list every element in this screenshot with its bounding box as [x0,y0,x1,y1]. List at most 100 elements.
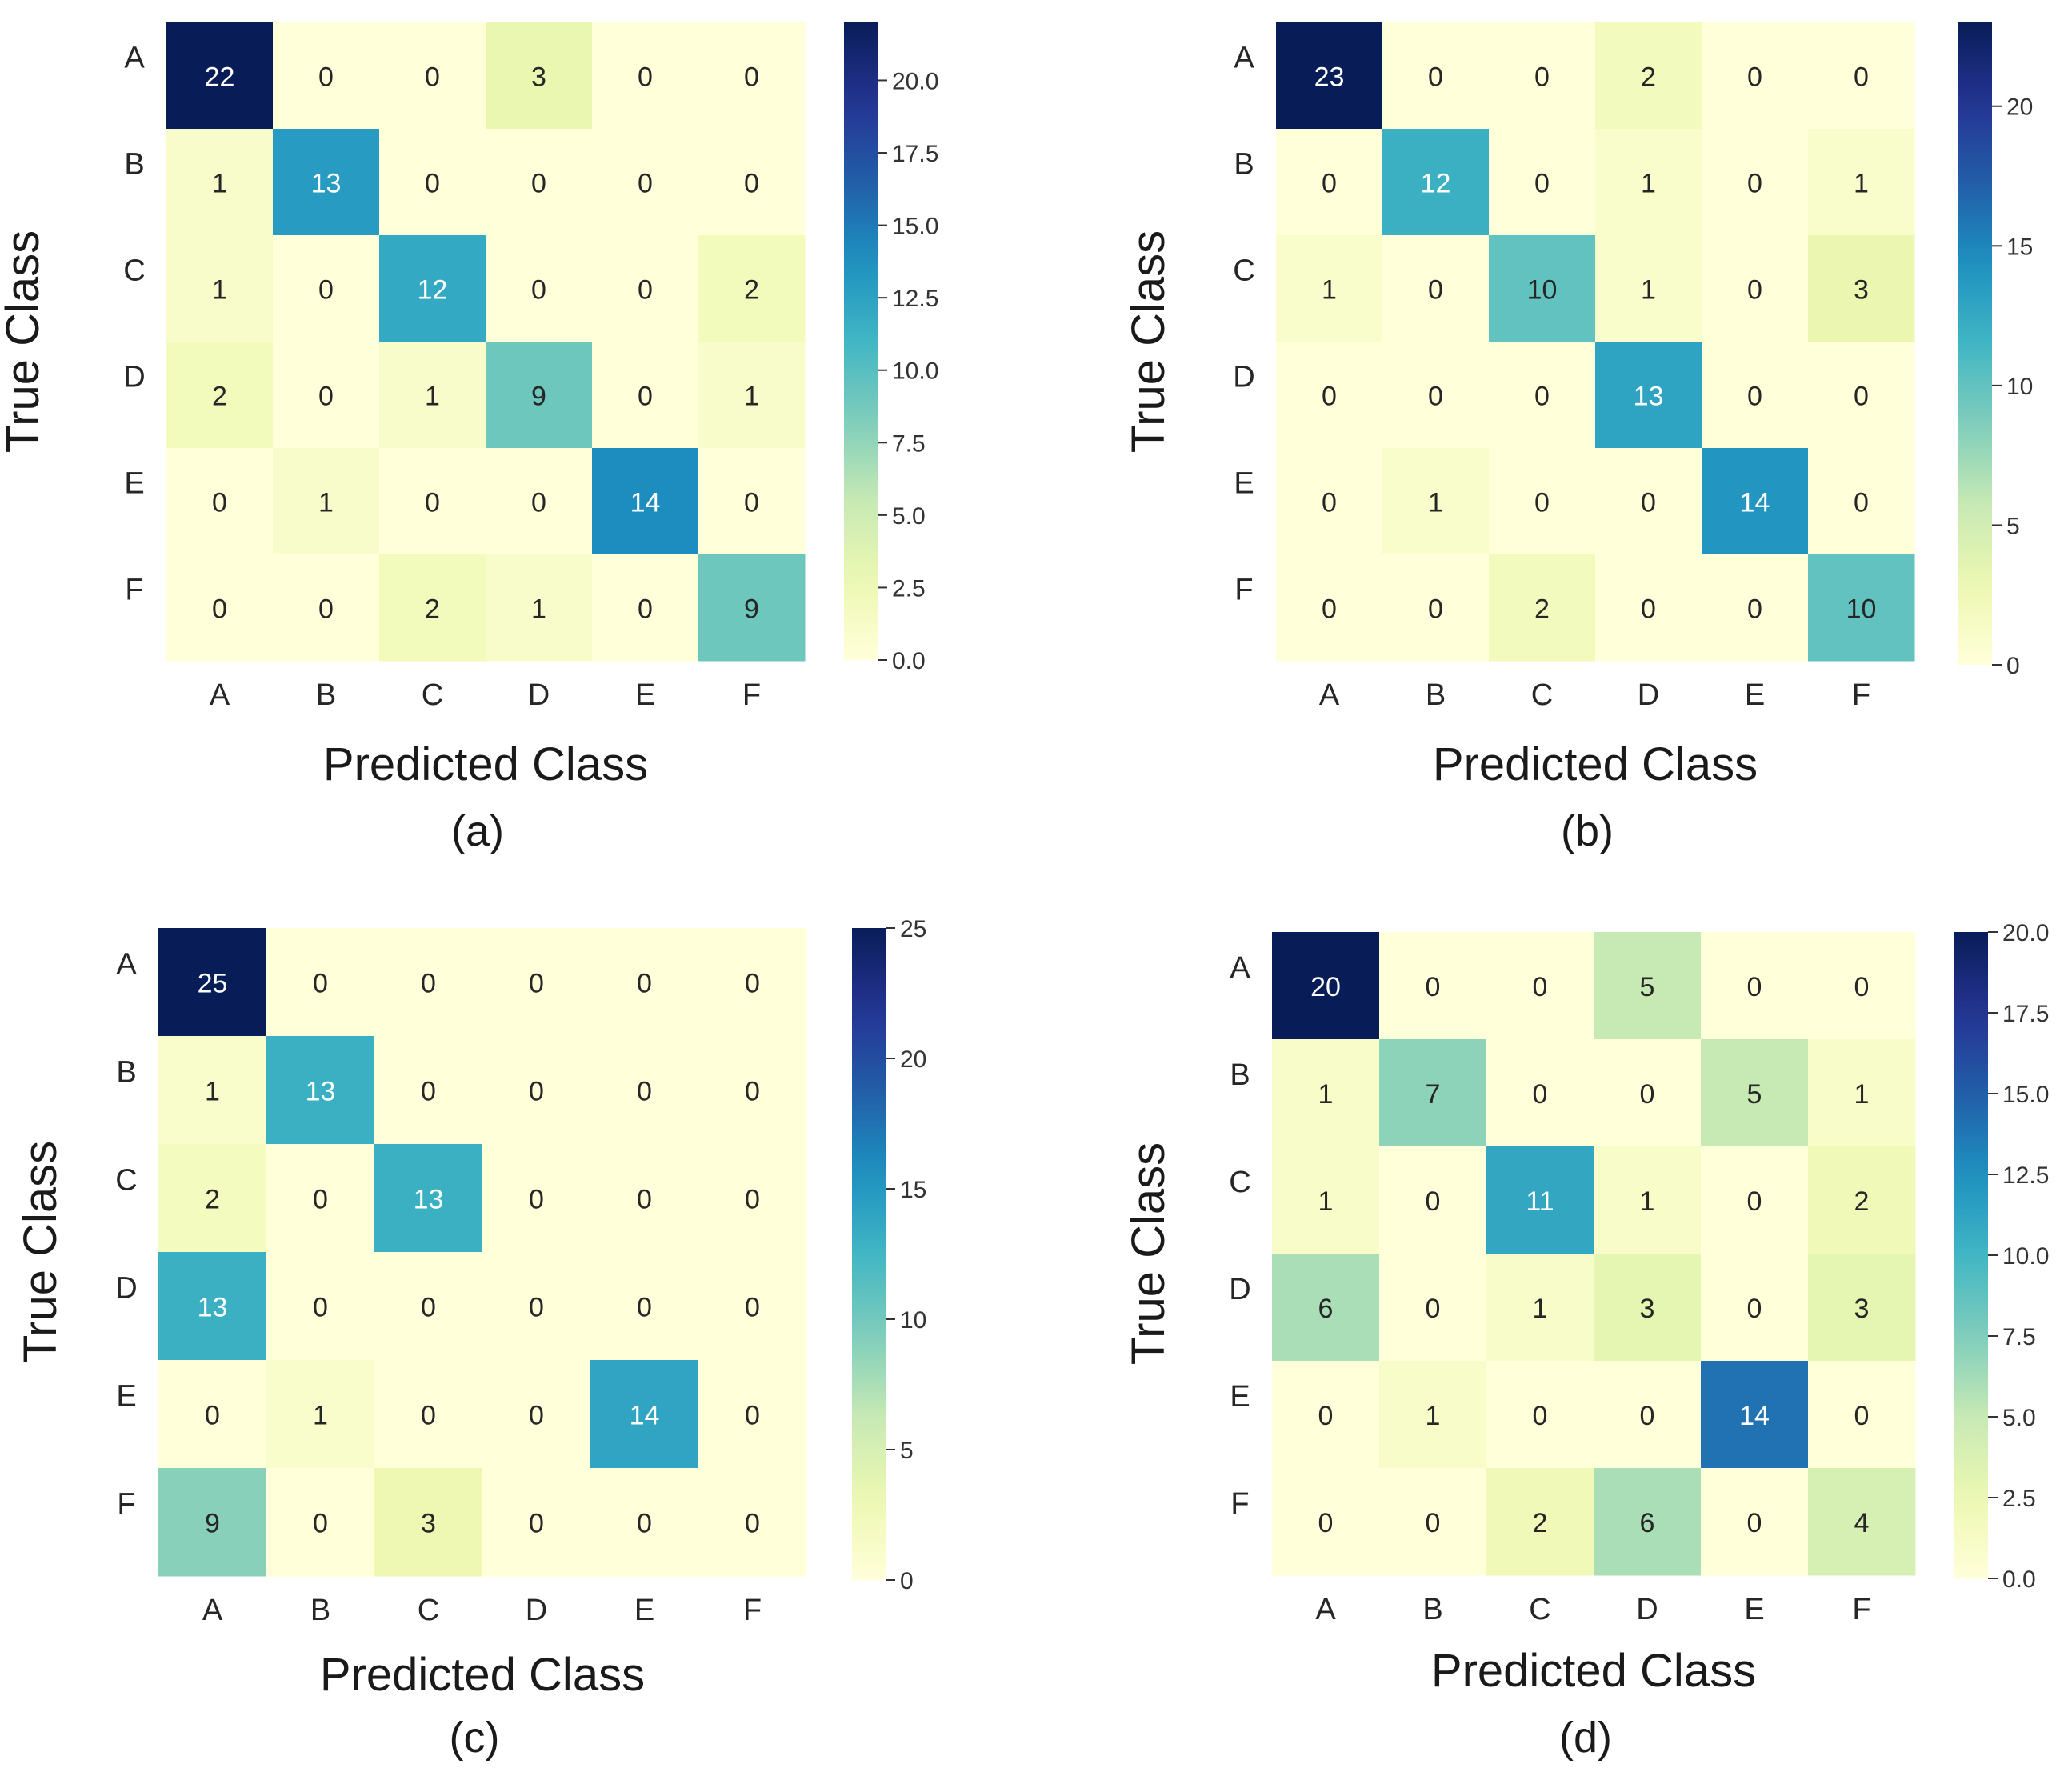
cell-value-label: 0 [745,969,760,999]
heatmap-cell [1594,1361,1702,1469]
cell-value-label: 0 [1854,62,1869,93]
cell-value-label: 0 [638,62,653,93]
cell-value-label: 0 [637,969,652,999]
heatmap-cell [166,22,274,130]
cell-value-label: 0 [1854,972,1870,1002]
x-tick-label: C [1529,1593,1550,1626]
heatmap-cell [1808,1146,1916,1254]
cell-value-label: 13 [414,1185,444,1215]
cell-value-label: 0 [318,275,334,306]
cell-value-label: 1 [212,169,227,199]
heatmap-cell [1486,932,1594,1040]
cell-value-label: 0 [638,382,653,412]
cell-value-label: 0 [745,1077,760,1107]
heatmap-cell [166,129,274,236]
cell-value-label: 1 [1640,1186,1655,1217]
cell-value-label: 0 [1426,1294,1441,1324]
y-tick-label: A [124,42,145,75]
colorbar-tick-label: 20 [2006,94,2033,121]
y-tick-label: D [115,1272,137,1306]
heatmap-cell [1701,1146,1809,1254]
cell-value-label: 0 [1533,1079,1548,1110]
heatmap-cell [158,1252,267,1361]
heatmap-cell [158,928,267,1037]
cell-value-label: 20 [1310,972,1341,1002]
heatmap-cell [1594,932,1702,1040]
heatmap-cell [379,448,486,555]
cell-value-label: 0 [425,169,440,199]
heatmap-cell [1379,1254,1487,1362]
y-tick-label: C [115,1164,137,1198]
confusion-matrix-panel-a: 22 0 0 3 0 01 13 0 0 0 01 0 12 0 0 22 0 1 9 0 10 1 0 0 14 00 0 2 1 0 9… [0,22,938,855]
colorbar-tick-label: 15 [900,1177,926,1203]
heatmap-cell [698,342,806,449]
heatmap-cell [1808,554,1915,662]
colorbar-tick-label: 10 [2006,374,2033,400]
cell-value-label: 0 [313,1509,328,1539]
cell-value-label: 0 [531,488,546,518]
cell-value-label: 0 [1322,488,1337,518]
heatmap-cell [486,448,593,555]
cell-value-label: 14 [1739,1401,1770,1431]
heatmap-cell [698,554,806,662]
heatmap-cell [590,1252,699,1361]
heatmap-cell [1272,932,1380,1040]
heatmap-cell [1595,22,1702,130]
heatmap-cell [590,1144,699,1253]
confusion-matrix-panel-d: 20 0 0 5 0 01 7 0 0 5 11 0 11 1 0 26 0 1 3 0 30 1 0 0 14 00 0 2 6 0 4A… [1122,920,2049,1762]
cell-value-label: 0 [1641,488,1656,518]
heatmap-cell [486,235,593,342]
heatmap-cell [1808,932,1916,1040]
heatmap-cell [1486,1361,1594,1469]
heatmap-cell [273,235,380,342]
cell-value-label: 1 [212,275,227,306]
colorbar-tick-label: 7.5 [2002,1324,2036,1350]
panel-label: (d) [1559,1714,1612,1762]
heatmap-cell [1595,129,1702,236]
cell-value-label: 0 [1854,1401,1870,1431]
cell-value-label: 14 [630,1401,660,1431]
heatmap-cell [486,129,593,236]
heatmap-cell [482,928,591,1037]
cell-value-label: 25 [198,969,228,999]
cell-value-label: 0 [1641,594,1656,625]
heatmap-cell [698,1036,807,1145]
heatmap-cell [1486,1039,1594,1147]
heatmap-cell [1702,22,1809,130]
heatmap-cell [158,1036,267,1145]
cell-value-label: 1 [1318,1186,1334,1217]
cell-value-label: 0 [1428,275,1443,306]
heatmap-cell [1276,342,1383,449]
cell-value-label: 0 [318,62,334,93]
colorbar-tick-label: 0 [900,1568,914,1594]
heatmap-cell [266,1360,375,1469]
heatmap-cell [590,1468,699,1577]
cell-value-label: 3 [1854,1294,1870,1324]
heatmap-cell [482,1468,591,1577]
x-tick-label: E [634,1594,654,1627]
heatmap-cell [1382,129,1490,236]
colorbar [1958,22,1992,665]
confusion-matrix-panel-b: 23 0 0 2 0 00 12 0 1 0 11 0 10 1 0 30 0 0 13 0 00 1 0 0 14 00 0 2 0 0… [1122,22,2033,855]
cell-value-label: 9 [205,1509,220,1539]
y-tick-label: A [116,948,137,982]
x-tick-label: A [202,1594,223,1627]
heatmap-cell [1379,1468,1487,1576]
heatmap-cell [698,1360,807,1469]
heatmap-cell [379,22,486,130]
cell-value-label: 0 [529,1293,544,1323]
cell-value-label: 1 [1428,488,1443,518]
heatmap-cell [1808,1361,1916,1469]
heatmap-cell [1702,235,1809,342]
cell-value-label: 2 [1641,62,1656,93]
heatmap-cell [486,342,593,449]
heatmap-cell [1276,554,1383,662]
heatmap-cell [1594,1468,1702,1576]
heatmap-cell [1379,1146,1487,1254]
x-tick-label: C [418,1594,439,1627]
y-tick-label: B [124,148,144,182]
colorbar [852,928,886,1580]
cell-value-label: 0 [637,1077,652,1107]
heatmap-cell [1486,1468,1594,1576]
